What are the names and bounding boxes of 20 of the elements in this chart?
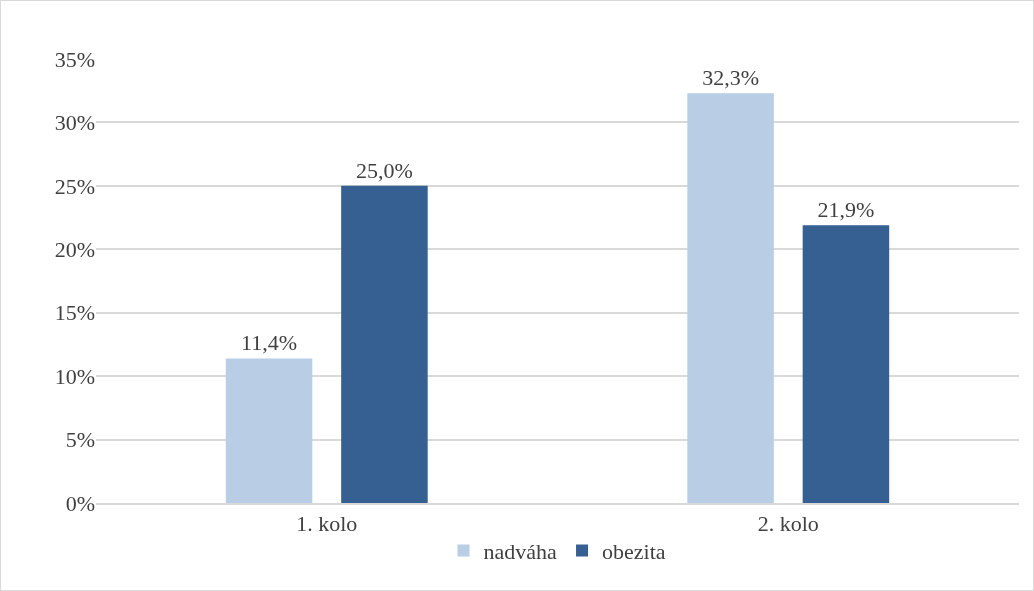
data-label: 21,9% [817,197,875,223]
bar [687,93,774,503]
data-label: 32,3% [702,65,759,91]
y-tick-label: 35% [54,46,95,72]
data-label: 11,4% [241,330,298,356]
x-tick-label: 1. kolo [296,511,358,537]
bar [802,225,890,503]
y-tick-label: 25% [54,173,95,199]
x-tick-label: 2. kolo [757,511,819,537]
legend-label: obezita [602,539,666,565]
bar [225,358,313,503]
y-tick-label: 10% [54,363,95,389]
bar [341,185,428,503]
y-tick-label: 0% [65,490,95,516]
data-label: 25,0% [356,157,413,183]
y-tick-label: 30% [54,110,95,136]
legend-label: nadváha [483,539,558,565]
y-tick-label: 20% [54,236,95,262]
y-tick-label: 15% [54,300,95,326]
y-tick-label: 5% [65,427,95,453]
